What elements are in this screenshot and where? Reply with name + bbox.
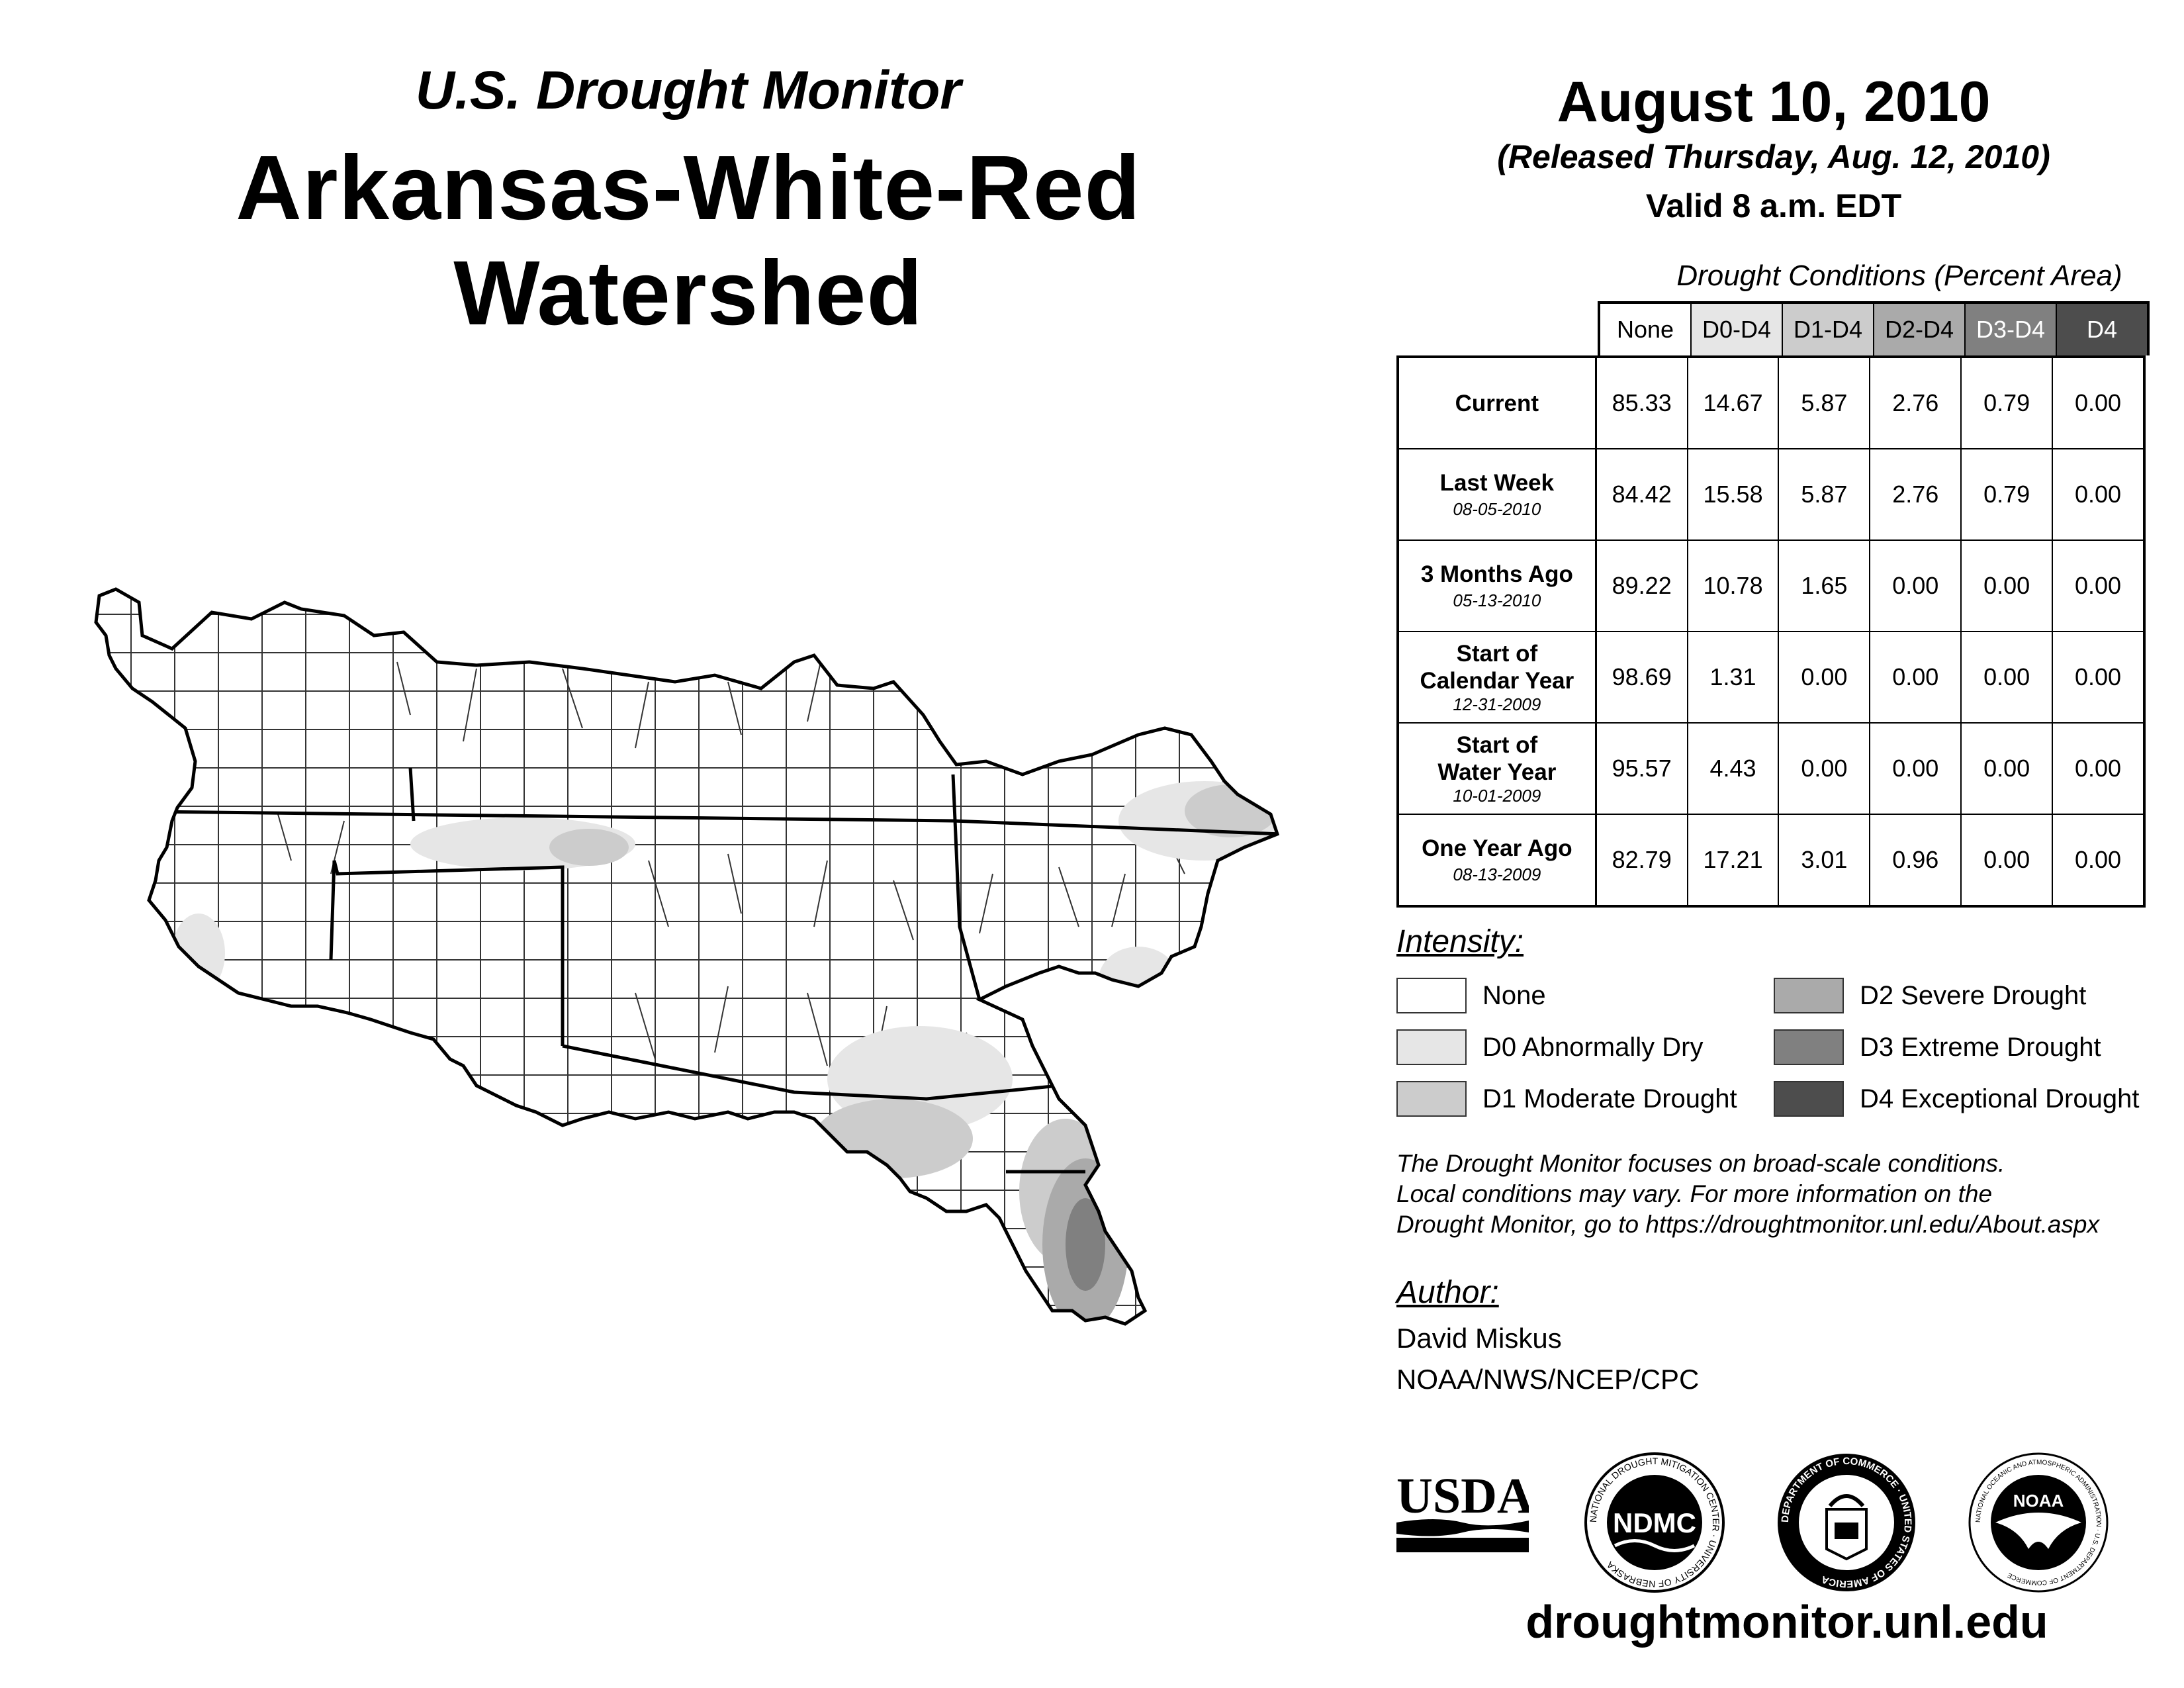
table-cell: 0.79	[1960, 358, 2052, 448]
usda-logo: USDA	[1396, 1468, 1529, 1552]
d0-area-newmexico	[172, 914, 225, 993]
table-cell: 5.87	[1778, 358, 1869, 448]
table-cell: 2.76	[1869, 449, 1960, 539]
table-header: None D0-D4 D1-D4 D2-D4 D3-D4 D4	[1598, 301, 2150, 355]
table-cell: 0.00	[2052, 815, 2143, 905]
table-cell: 98.69	[1612, 663, 1672, 690]
col-d3-d4: D3-D4	[1964, 304, 2056, 355]
d1-area-kansas	[549, 829, 629, 866]
table-cell: 0.00	[2052, 449, 2143, 539]
table-row: Current 85.33 14.67 5.87 2.76 0.79 0.00	[1399, 358, 2143, 448]
d3-area-louisiana	[1066, 1198, 1105, 1291]
table-cell: 10.78	[1686, 541, 1778, 631]
map-subtitle: U.S. Drought Monitor	[415, 60, 962, 120]
table-cell: 0.96	[1869, 815, 1960, 905]
table-cell: 84.42	[1612, 481, 1672, 508]
d1-area-texas	[814, 1099, 973, 1178]
row-label: Current	[1399, 358, 1597, 448]
legend-swatch	[1774, 1081, 1844, 1117]
legend-item: D4 Exceptional Drought	[1774, 1081, 2139, 1117]
table-cell: 0.00	[1869, 724, 1960, 814]
legend-item: D3 Extreme Drought	[1774, 1029, 2101, 1065]
col-d1-d4: D1-D4	[1782, 304, 1873, 355]
table-cell: 0.00	[1960, 724, 2052, 814]
author-org: NOAA/NWS/NCEP/CPC	[1396, 1364, 1700, 1395]
table-row: Last Week 08-05-2010 84.42 15.58 5.87 2.…	[1399, 448, 2143, 539]
row-label: Last Week 08-05-2010	[1399, 449, 1597, 539]
legend-swatch	[1396, 978, 1467, 1013]
table-cell: 3.01	[1778, 815, 1869, 905]
ndmc-logo: NDMC NATIONAL DROUGHT MITIGATION CENTER …	[1584, 1452, 1725, 1593]
website-link[interactable]: droughtmonitor.unl.edu	[1525, 1596, 2048, 1648]
author-title: Author:	[1396, 1275, 1499, 1310]
legend-swatch	[1774, 978, 1844, 1013]
table-row: Start of Calendar Year 12-31-2009 98.69 …	[1399, 631, 2143, 722]
legend-item: D1 Moderate Drought	[1396, 1081, 1737, 1117]
row-label: Start of Water Year 10-01-2009	[1399, 724, 1597, 814]
col-d2-d4: D2-D4	[1873, 304, 1964, 355]
table-cell: 0.00	[1869, 632, 1960, 722]
col-none: None	[1600, 304, 1690, 355]
table-cell: 0.00	[1778, 632, 1869, 722]
table-cell: 85.33	[1612, 389, 1672, 416]
table-cell: 0.79	[1960, 449, 2052, 539]
doc-seal-logo: DEPARTMENT OF COMMERCE · UNITED STATES O…	[1778, 1454, 1915, 1591]
table-row: Start of Water Year 10-01-2009 95.57 4.4…	[1399, 722, 2143, 814]
drought-table: Current 85.33 14.67 5.87 2.76 0.79 0.00 …	[1396, 355, 2146, 908]
row-label: 3 Months Ago 05-13-2010	[1399, 541, 1597, 631]
table-cell: 89.22	[1612, 572, 1672, 599]
table-cell: 15.58	[1686, 449, 1778, 539]
disclaimer-note: The Drought Monitor focuses on broad-sca…	[1396, 1150, 2099, 1238]
table-cell: 0.00	[1960, 541, 2052, 631]
legend-swatch	[1774, 1029, 1844, 1065]
table-cell: 0.00	[2052, 358, 2143, 448]
svg-text:NDMC: NDMC	[1613, 1507, 1696, 1538]
table-cell: 1.31	[1686, 632, 1778, 722]
release-date: (Released Thursday, Aug. 12, 2010)	[1497, 138, 2050, 175]
table-cell: 5.87	[1778, 449, 1869, 539]
table-cell: 17.21	[1686, 815, 1778, 905]
table-cell: 4.43	[1686, 724, 1778, 814]
legend-title: Intensity:	[1396, 924, 1524, 959]
table-cell: 0.00	[1960, 815, 2052, 905]
col-d4: D4	[2056, 304, 2147, 355]
legend-item: D0 Abnormally Dry	[1396, 1029, 1703, 1065]
valid-time: Valid 8 a.m. EDT	[1645, 187, 1902, 224]
map-title: Arkansas-White-Red Watershed	[236, 137, 1141, 344]
legend-swatch	[1396, 1081, 1467, 1117]
svg-text:NOAA: NOAA	[2013, 1491, 2064, 1511]
table-cell: 2.76	[1869, 358, 1960, 448]
col-d0-d4: D0-D4	[1690, 304, 1782, 355]
table-cell: 0.00	[1869, 541, 1960, 631]
table-cell: 0.00	[2052, 541, 2143, 631]
table-cell: 0.00	[1778, 724, 1869, 814]
table-cell: 1.65	[1778, 541, 1869, 631]
table-row: 3 Months Ago 05-13-2010 89.22 10.78 1.65…	[1399, 539, 2143, 631]
county-boundaries	[96, 589, 1277, 1324]
table-cell: 0.00	[2052, 724, 2143, 814]
legend-item: D2 Severe Drought	[1774, 978, 2086, 1013]
table-caption: Drought Conditions (Percent Area)	[1676, 259, 2122, 292]
table-row: One Year Ago 08-13-2009 82.79 17.21 3.01…	[1399, 814, 2143, 905]
table-cell: 0.00	[2052, 632, 2143, 722]
row-label: One Year Ago 08-13-2009	[1399, 815, 1597, 905]
legend-item: None	[1396, 978, 1546, 1013]
row-label: Start of Calendar Year 12-31-2009	[1399, 632, 1597, 722]
watershed-map	[0, 0, 1350, 1417]
noaa-logo: NOAA NATIONAL OCEANIC AND ATMOSPHERIC AD…	[1968, 1452, 2109, 1593]
table-cell: 0.00	[1960, 632, 2052, 722]
state-boundaries	[96, 767, 1277, 1174]
author-name: David Miskus	[1396, 1323, 1562, 1354]
svg-text:USDA: USDA	[1396, 1468, 1529, 1524]
table-cell: 95.57	[1612, 755, 1672, 782]
valid-date: August 10, 2010	[1557, 70, 1991, 134]
table-cell: 82.79	[1612, 846, 1672, 873]
legend-swatch	[1396, 1029, 1467, 1065]
table-cell: 14.67	[1686, 358, 1778, 448]
